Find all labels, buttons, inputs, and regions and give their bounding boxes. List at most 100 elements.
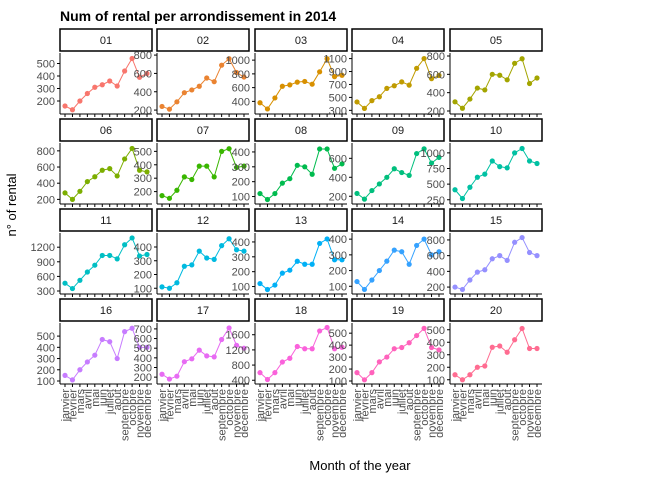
- data-point: [69, 377, 76, 383]
- x-tick-label: octobre: [224, 389, 236, 426]
- data-point: [114, 83, 120, 89]
- data-point: [452, 284, 458, 290]
- data-point: [84, 269, 90, 275]
- data-point: [317, 69, 323, 75]
- data-point: [122, 242, 128, 248]
- y-tick-label: 600: [427, 69, 445, 81]
- y-tick-label: 600: [37, 271, 55, 283]
- data-point: [391, 166, 397, 172]
- data-point: [264, 106, 271, 112]
- data-point: [526, 345, 533, 352]
- data-point: [512, 337, 518, 343]
- strip-label: 18: [295, 305, 307, 317]
- y-tick-label: 800: [232, 69, 250, 81]
- y-tick-label: 800: [134, 50, 152, 62]
- data-point: [166, 285, 173, 291]
- data-point: [482, 87, 488, 93]
- data-point: [279, 270, 285, 276]
- data-point: [294, 258, 300, 264]
- data-point: [219, 148, 225, 154]
- strip-label: 19: [392, 305, 404, 317]
- data-point: [331, 165, 338, 171]
- data-point: [241, 248, 247, 254]
- data-point: [287, 355, 293, 361]
- data-point: [331, 257, 338, 263]
- y-tick-label: 900: [37, 257, 55, 269]
- y-tick-label: 200: [134, 372, 152, 384]
- data-point: [354, 370, 360, 376]
- data-point: [519, 325, 525, 332]
- data-point: [534, 253, 540, 259]
- data-point: [391, 83, 397, 89]
- data-point: [279, 359, 285, 365]
- y-tick-label: 1200: [226, 345, 250, 357]
- data-point: [339, 161, 345, 167]
- x-tick-label: septembre: [315, 389, 327, 441]
- y-tick-label: 300: [232, 252, 250, 264]
- x-tick-label: septembre: [412, 389, 424, 441]
- x-tick-label: janvier: [255, 389, 267, 423]
- data-point: [99, 82, 105, 88]
- data-point: [369, 277, 375, 283]
- y-tick-label: 1600: [226, 330, 250, 342]
- data-point: [428, 252, 435, 258]
- x-tick-label: mai: [382, 389, 394, 407]
- data-point: [436, 154, 442, 160]
- x-tick-label: août: [404, 389, 416, 410]
- y-tick-label: 300: [329, 250, 347, 262]
- data-point: [459, 377, 466, 383]
- data-point: [391, 247, 397, 253]
- data-point: [62, 190, 68, 196]
- data-point: [136, 167, 143, 173]
- y-tick-label: 500: [134, 146, 152, 158]
- strip: [449, 118, 543, 142]
- y-tick-label: 100: [37, 376, 55, 388]
- x-tick-label: octobre: [127, 389, 139, 426]
- data-point: [309, 171, 315, 177]
- x-tick-label: septembre: [510, 389, 522, 441]
- data-point: [144, 169, 150, 175]
- data-point: [302, 164, 308, 170]
- data-point: [181, 263, 187, 269]
- data-point: [489, 158, 495, 164]
- x-tick-label: août: [307, 389, 319, 410]
- data-point: [309, 81, 315, 87]
- data-point: [317, 240, 323, 247]
- data-point: [428, 160, 435, 166]
- data-point: [136, 344, 143, 350]
- x-tick-label: octobre: [419, 389, 431, 426]
- x-tick-label: novembre: [525, 389, 537, 438]
- y-tick-label: 600: [134, 334, 152, 346]
- x-tick-label: novembre: [232, 389, 244, 438]
- y-tick-label: 200: [37, 194, 55, 206]
- data-point: [92, 262, 98, 268]
- data-point: [526, 80, 533, 87]
- data-point: [376, 181, 382, 187]
- data-point: [474, 364, 480, 370]
- strip: [351, 298, 445, 322]
- x-tick-label: août: [112, 389, 124, 410]
- data-point: [77, 188, 83, 194]
- data-point: [399, 169, 405, 176]
- data-point: [92, 352, 98, 358]
- y-tick-label: 400: [232, 147, 250, 159]
- series-line: [454, 147, 538, 200]
- y-tick-label: 700: [329, 79, 347, 91]
- data-point: [406, 172, 412, 178]
- data-point: [519, 145, 525, 152]
- y-tick-label: 900: [329, 67, 347, 79]
- y-tick-label: 500: [37, 59, 55, 71]
- strip-label: 06: [100, 125, 112, 137]
- y-tick-label: 500: [329, 328, 347, 340]
- data-point: [436, 347, 442, 353]
- data-point: [226, 56, 232, 62]
- data-point: [384, 85, 390, 91]
- data-point: [69, 107, 76, 113]
- data-point: [204, 75, 210, 81]
- data-point: [406, 261, 412, 267]
- data-point: [233, 164, 240, 171]
- y-tick-label: 300: [232, 162, 250, 174]
- data-point: [77, 277, 83, 283]
- data-point: [467, 96, 473, 102]
